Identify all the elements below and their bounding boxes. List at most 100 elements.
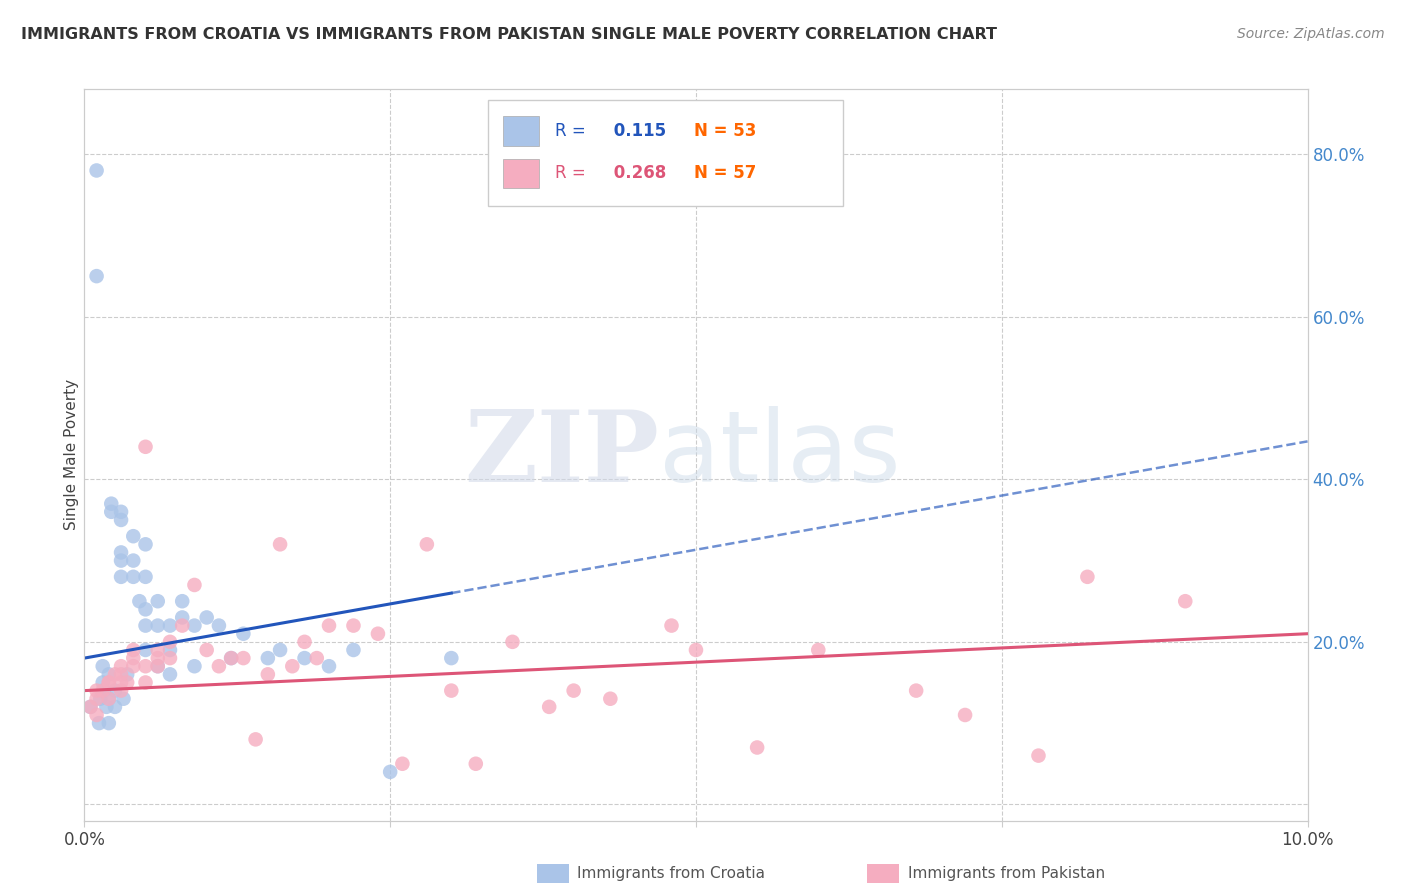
Point — [342, 618, 364, 632]
Point — [104, 699, 127, 714]
Point — [159, 667, 181, 681]
Point — [269, 537, 291, 551]
Point — [245, 732, 267, 747]
Point — [172, 610, 194, 624]
Point — [110, 513, 132, 527]
Point — [110, 659, 132, 673]
Point — [146, 659, 169, 673]
Point — [128, 594, 150, 608]
Point — [172, 594, 194, 608]
Point — [747, 740, 769, 755]
Point — [342, 643, 364, 657]
Point — [110, 667, 132, 681]
Point — [86, 269, 108, 284]
Point — [232, 651, 254, 665]
Point — [195, 643, 218, 657]
Text: R =: R = — [555, 164, 592, 182]
Point — [86, 163, 108, 178]
Point — [538, 699, 561, 714]
Point — [685, 643, 707, 657]
Bar — [488, 100, 842, 206]
Point — [183, 659, 205, 673]
Point — [97, 691, 120, 706]
Point — [122, 651, 145, 665]
Point — [367, 626, 389, 640]
Point — [110, 553, 132, 567]
Point — [440, 651, 463, 665]
Point — [112, 691, 135, 706]
Bar — [537, 863, 569, 883]
Bar — [868, 863, 898, 883]
Point — [97, 675, 120, 690]
Point — [86, 683, 108, 698]
Point — [122, 529, 145, 543]
Point — [195, 610, 218, 624]
Point — [110, 570, 132, 584]
Point — [294, 651, 316, 665]
Text: R =: R = — [555, 122, 592, 140]
Point — [232, 626, 254, 640]
Point — [905, 683, 928, 698]
Text: 0.268: 0.268 — [607, 164, 666, 182]
Point — [135, 675, 157, 690]
Point — [219, 651, 242, 665]
Point — [159, 618, 181, 632]
Point — [183, 618, 205, 632]
Point — [146, 618, 169, 632]
Point — [562, 683, 585, 698]
Point — [135, 618, 157, 632]
Text: ZIP: ZIP — [464, 407, 659, 503]
Point — [122, 553, 145, 567]
Point — [96, 699, 118, 714]
Point — [440, 683, 463, 698]
Point — [661, 618, 683, 632]
Point — [380, 764, 402, 779]
Point — [1076, 570, 1098, 584]
Point — [416, 537, 439, 551]
Point — [146, 594, 169, 608]
Y-axis label: Single Male Poverty: Single Male Poverty — [63, 379, 79, 531]
Point — [135, 643, 157, 657]
Point — [79, 699, 101, 714]
Point — [110, 675, 132, 690]
Point — [97, 667, 120, 681]
Point — [305, 651, 328, 665]
Point — [93, 683, 115, 698]
Text: atlas: atlas — [659, 407, 901, 503]
Point — [122, 570, 145, 584]
Point — [391, 756, 413, 771]
Point — [159, 651, 181, 665]
Point — [269, 643, 291, 657]
Point — [257, 667, 280, 681]
Point — [115, 675, 138, 690]
Point — [1174, 594, 1197, 608]
Point — [135, 440, 157, 454]
Point — [100, 505, 122, 519]
Point — [87, 716, 110, 731]
Point — [100, 497, 122, 511]
Point — [115, 667, 138, 681]
Point — [172, 618, 194, 632]
Point — [502, 635, 524, 649]
Point — [91, 683, 114, 698]
Text: N = 53: N = 53 — [693, 122, 756, 140]
Bar — [503, 159, 540, 188]
Point — [86, 691, 108, 706]
Point — [110, 545, 132, 559]
Point — [91, 659, 114, 673]
Text: N = 57: N = 57 — [693, 164, 756, 182]
Point — [104, 667, 127, 681]
Point — [281, 659, 304, 673]
Point — [219, 651, 242, 665]
Point — [110, 505, 132, 519]
Point — [86, 708, 108, 723]
Point — [146, 659, 169, 673]
Point — [318, 659, 340, 673]
Point — [183, 578, 205, 592]
Text: Immigrants from Pakistan: Immigrants from Pakistan — [908, 866, 1105, 880]
Point — [1028, 748, 1050, 763]
Text: 0.115: 0.115 — [607, 122, 666, 140]
Point — [208, 618, 231, 632]
Point — [146, 651, 169, 665]
Point — [159, 635, 181, 649]
